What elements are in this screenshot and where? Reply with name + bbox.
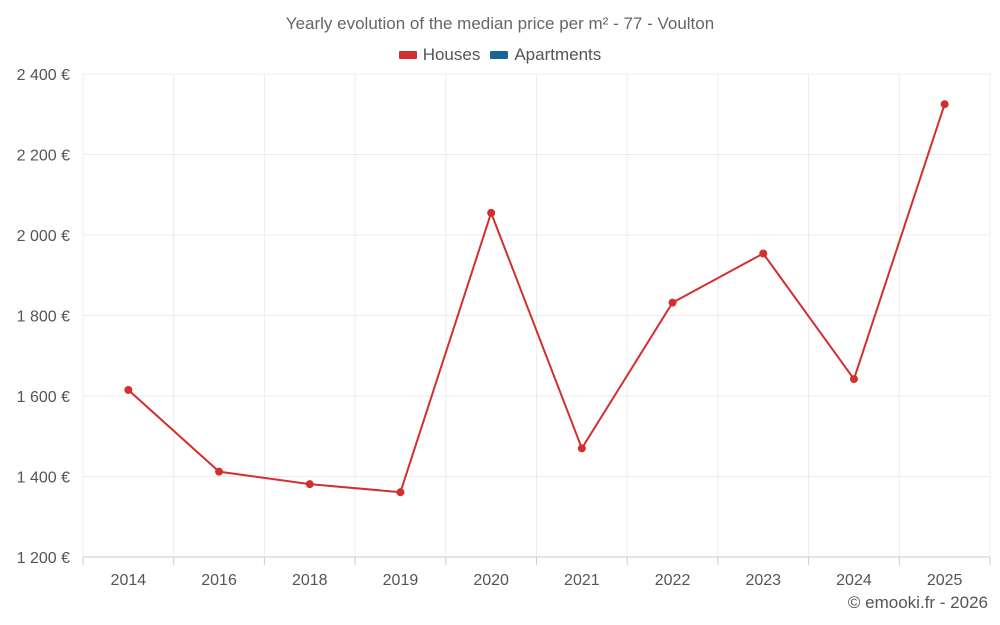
grid xyxy=(82,73,991,558)
data-point xyxy=(396,488,405,497)
x-tick-label: 2018 xyxy=(292,572,328,589)
chart-title: Yearly evolution of the median price per… xyxy=(285,14,715,33)
data-point xyxy=(124,385,133,394)
data-point xyxy=(668,298,677,307)
data-point xyxy=(487,208,496,217)
y-tick-label: 2 400 € xyxy=(17,67,70,84)
data-point xyxy=(305,480,314,489)
data-point xyxy=(940,100,949,109)
x-tick-label: 2020 xyxy=(473,572,509,589)
legend-item-apartments[interactable]: Apartments xyxy=(490,45,601,65)
legend-label-apartments: Apartments xyxy=(514,45,602,64)
y-tick-label: 1 600 € xyxy=(17,389,70,406)
data-point xyxy=(577,444,586,453)
series xyxy=(124,100,949,497)
x-tick-label: 2022 xyxy=(655,572,691,589)
legend-item-houses[interactable]: Houses xyxy=(398,45,481,65)
legend-swatch-apartments xyxy=(490,51,509,59)
y-tick-label: 1 400 € xyxy=(17,470,70,487)
x-tick-label: 2023 xyxy=(745,572,781,589)
chart-legend: Houses Apartments xyxy=(0,45,1000,65)
series-line-houses xyxy=(127,103,946,494)
x-tick-label: 2019 xyxy=(383,572,419,589)
x-tick-label: 2024 xyxy=(836,572,872,589)
x-tick-label: 2021 xyxy=(564,572,600,589)
data-point xyxy=(215,467,224,476)
legend-label-houses: Houses xyxy=(422,45,481,64)
x-tick-label: 2025 xyxy=(927,572,963,589)
y-tick-label: 1 800 € xyxy=(17,309,70,326)
data-point xyxy=(759,249,768,258)
y-tick-label: 1 200 € xyxy=(17,550,70,567)
x-tick-label: 2014 xyxy=(111,572,147,589)
y-tick-label: 2 000 € xyxy=(17,228,70,245)
legend-swatch-houses xyxy=(398,51,417,59)
x-tick-label: 2016 xyxy=(201,572,237,589)
data-point xyxy=(849,375,858,384)
y-tick-label: 2 200 € xyxy=(17,148,70,165)
axes: 1 200 € 1 400 € 1 600 € 1 800 € 2 000 € 2 200… xyxy=(17,67,991,589)
credit-text: © emooki.fr - 2026 xyxy=(847,593,988,612)
